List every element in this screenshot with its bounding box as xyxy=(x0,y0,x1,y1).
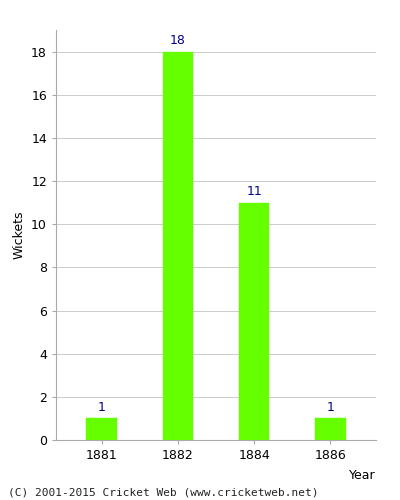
Text: 11: 11 xyxy=(246,186,262,198)
Y-axis label: Wickets: Wickets xyxy=(12,211,26,259)
Bar xyxy=(239,202,269,440)
Text: 1: 1 xyxy=(326,401,334,414)
Text: Year: Year xyxy=(349,468,376,481)
Bar xyxy=(315,418,346,440)
Text: (C) 2001-2015 Cricket Web (www.cricketweb.net): (C) 2001-2015 Cricket Web (www.cricketwe… xyxy=(8,488,318,498)
Text: 18: 18 xyxy=(170,34,186,48)
Text: 1: 1 xyxy=(98,401,106,414)
Bar xyxy=(86,418,117,440)
Bar xyxy=(163,52,193,440)
